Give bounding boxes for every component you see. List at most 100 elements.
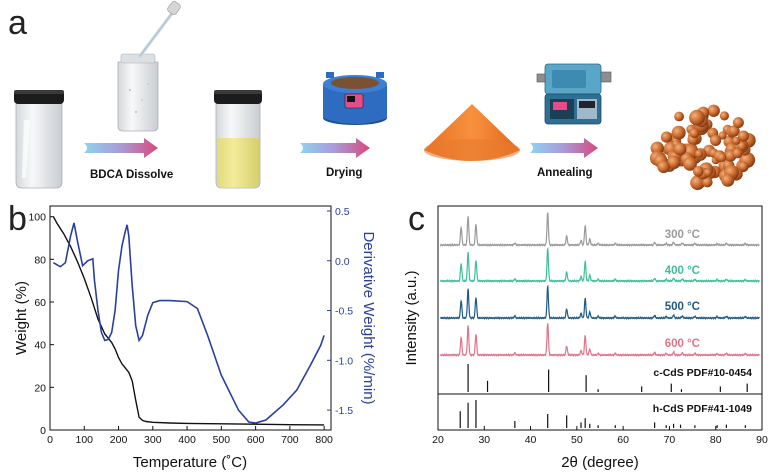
jar-with-dropper-icon	[117, 1, 181, 132]
tga-x-tick-label: 800	[315, 434, 333, 446]
panel-a-letter: a	[8, 4, 27, 42]
particle	[674, 111, 684, 122]
panel-c: c 20 30 40 50 60 70 80 90 300 °C 400 °C 500 °C …	[403, 200, 768, 471]
tga-x-tick-label: 700	[281, 434, 299, 446]
tga-x-tick-label: 400	[178, 434, 196, 446]
particle	[667, 155, 681, 170]
tga-y-tick-label: 60	[34, 297, 46, 309]
xrd-ref-label-hexagonal: h-CdS PDF#41-1049	[653, 403, 752, 415]
xrd-plot-frame	[437, 205, 763, 431]
particle	[737, 141, 747, 151]
particle	[657, 160, 670, 174]
particle	[660, 131, 673, 143]
xrd-y-axis-title: Intensity (a.u.)	[403, 270, 420, 365]
particle	[707, 104, 720, 118]
tga-y-axis-title: Weight (%)	[13, 281, 30, 355]
step-label-drying: Drying	[326, 167, 362, 179]
tga-y2-tick-label: -1.5	[335, 405, 353, 417]
particle	[732, 136, 741, 145]
particle	[710, 134, 722, 146]
powder-cone-icon	[424, 104, 520, 161]
particle	[689, 128, 700, 139]
particle	[738, 161, 749, 172]
xrd-x-tick-label: 20	[432, 434, 444, 446]
tga-x-axis-title: Temperature (˚C)	[133, 454, 247, 471]
xrd-reference-sticks	[459, 364, 748, 428]
empty-jar-icon	[14, 90, 64, 189]
tga-y-tick-label: 20	[34, 382, 46, 394]
tga-x-tick-label: 100	[76, 434, 94, 446]
particle	[737, 130, 750, 142]
particle	[703, 168, 713, 177]
panel-b-letter: b	[8, 200, 27, 238]
xrd-x-tick-label: 50	[571, 434, 583, 446]
particle	[732, 148, 743, 159]
particle	[728, 125, 740, 137]
panel-a: a BDCA Dissolve	[8, 1, 756, 191]
tga-x-tick-label: 300	[144, 434, 162, 446]
process-arrow-3	[530, 138, 598, 158]
particle	[719, 111, 730, 121]
particle	[702, 177, 713, 188]
particle	[694, 149, 704, 158]
particle	[717, 153, 727, 162]
heating-mantle-icon	[323, 72, 387, 125]
xrd-pattern-line	[439, 212, 760, 248]
panel-b: b 0 100 200 300 400 500 600 700 800 0 20 40 60 80 100…	[8, 200, 377, 471]
particle	[683, 157, 697, 171]
tga-y-tick-label: 80	[34, 254, 46, 266]
xrd-label-600: 600 °C	[665, 338, 700, 350]
step-label-dissolve: BDCA Dissolve	[90, 169, 173, 181]
tga-y-tick-label: 40	[34, 340, 46, 352]
particle	[671, 125, 686, 140]
tga-x-tick-label: 600	[247, 434, 265, 446]
tga-y2-tick-label: 0.5	[335, 206, 350, 218]
xrd-chart: 20 30 40 50 60 70 80 90 300 °C 400 °C 500 °C 60…	[403, 205, 768, 471]
particle	[673, 142, 687, 156]
panel-c-letter: c	[408, 200, 425, 238]
particle	[718, 131, 727, 140]
xrd-x-tick-label: 60	[617, 434, 629, 446]
particle	[732, 117, 744, 129]
xrd-x-ticks: 20 30 40 50 60 70 80 90	[432, 426, 768, 446]
tga-y2-axis-title: Derivative Weight (%/min)	[360, 231, 377, 404]
particle	[689, 109, 705, 126]
xrd-patterns	[439, 212, 760, 358]
process-arrow-1	[84, 138, 158, 158]
xrd-label-500: 500 °C	[665, 301, 700, 313]
tga-x-tick-label: 0	[47, 434, 53, 446]
tga-derivative-line	[52, 222, 325, 424]
tga-x-tick-label: 500	[213, 434, 231, 446]
xrd-label-400: 400 °C	[665, 265, 700, 277]
tga-plot-frame	[49, 205, 332, 431]
xrd-x-tick-label: 90	[756, 434, 768, 446]
tga-weight-line	[52, 216, 325, 426]
xrd-pattern-line	[440, 247, 760, 284]
xrd-pattern-line	[439, 323, 760, 358]
step-label-annealing: Annealing	[537, 167, 593, 179]
tga-y2-tick-label: -1.0	[335, 355, 353, 367]
particle-cluster-icon	[649, 104, 756, 191]
particle	[693, 166, 704, 177]
xrd-ref-label-cubic: c-CdS PDF#10-0454	[653, 367, 752, 379]
tga-x-tick-label: 200	[110, 434, 128, 446]
xrd-x-tick-label: 80	[710, 434, 722, 446]
xrd-x-tick-label: 70	[664, 434, 676, 446]
tga-x-ticks: 0 100 200 300 400 500 600 700 800	[47, 426, 333, 446]
tga-y2-tick-label: -0.5	[335, 306, 353, 318]
tga-y-tick-label: 0	[40, 425, 46, 437]
tga-y2-ticks: 0.5 0.0 -0.5 -1.0 -1.5	[327, 206, 353, 417]
process-arrow-2	[300, 138, 370, 158]
particle	[721, 173, 735, 187]
tga-y2-tick-label: 0.0	[335, 256, 350, 268]
xrd-x-tick-label: 40	[525, 434, 537, 446]
tga-y-tick-label: 100	[28, 212, 46, 224]
xrd-x-axis-title: 2θ (degree)	[561, 454, 639, 471]
tga-y-ticks: 0 20 40 60 80 100	[28, 212, 54, 437]
tube-furnace-icon	[536, 63, 612, 125]
tga-chart: 0 100 200 300 400 500 600 700 800 0 20 40 60 80 100 0…	[13, 205, 377, 471]
xrd-pattern-line	[440, 284, 760, 321]
solution-jar-icon	[214, 90, 262, 189]
xrd-x-tick-label: 30	[478, 434, 490, 446]
